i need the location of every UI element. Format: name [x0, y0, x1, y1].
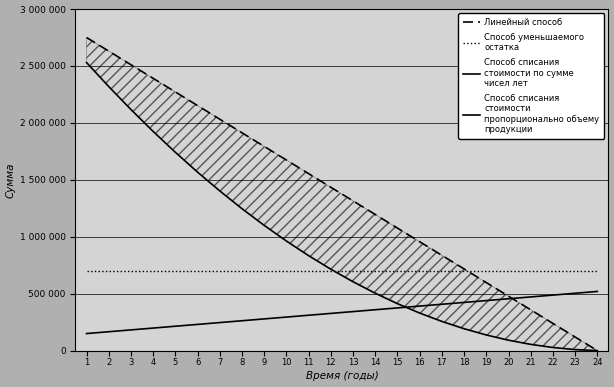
X-axis label: Время (годы): Время (годы): [306, 372, 378, 382]
Legend: Линейный способ, Способ уменьшаемого
остатка, Способ списания
стоимости по сумме: Линейный способ, Способ уменьшаемого ост…: [458, 13, 604, 139]
Y-axis label: Сумма: Сумма: [6, 162, 15, 198]
